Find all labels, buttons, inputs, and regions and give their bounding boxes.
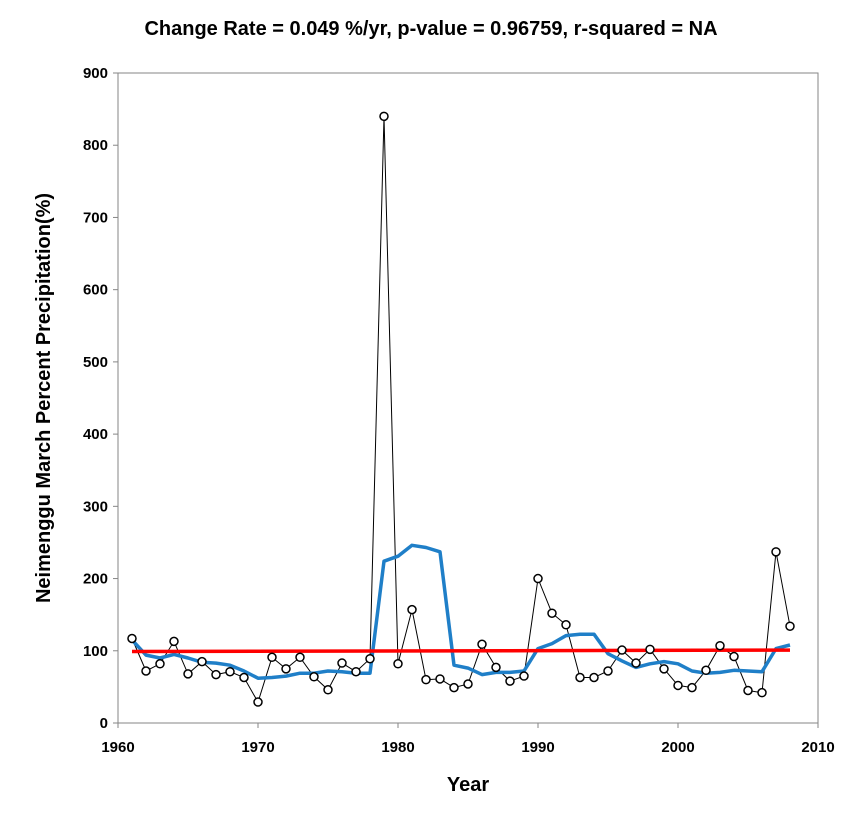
- observed-series-line: [131, 116, 791, 704]
- data-point-marker: [183, 669, 193, 679]
- y-axis-title: Neimenggu March Percent Precipitation(%): [33, 193, 55, 603]
- data-point-marker: [589, 672, 599, 683]
- data-point-marker: [393, 659, 403, 669]
- data-point-marker: [225, 666, 235, 677]
- data-point-marker: [463, 679, 473, 689]
- plot-area: 0 100 200 300 400 500 600 700 800 900 1960 1970 1980…: [83, 65, 835, 756]
- data-point-marker: [351, 666, 361, 677]
- data-point-marker: [547, 608, 557, 618]
- data-point-marker: [127, 633, 137, 644]
- data-point-marker: [505, 676, 515, 686]
- data-point-marker: [603, 666, 613, 676]
- y-tick-label: 300: [83, 498, 108, 515]
- data-point-marker: [771, 547, 781, 557]
- data-point-marker: [743, 685, 753, 696]
- x-tick-label: 2010: [801, 739, 834, 756]
- data-point-marker: [687, 682, 697, 693]
- data-point-marker: [281, 664, 291, 674]
- data-point-marker: [729, 651, 739, 662]
- data-point-marker: [197, 656, 207, 667]
- data-point-marker: [169, 636, 179, 647]
- data-point-marker: [519, 671, 529, 681]
- y-tick-label: 600: [83, 282, 108, 299]
- data-point-marker: [575, 672, 585, 683]
- data-point-marker: [757, 687, 767, 698]
- data-point-marker: [211, 669, 221, 680]
- data-point-marker: [701, 665, 711, 676]
- data-point-marker: [561, 620, 571, 630]
- data-point-marker: [141, 666, 151, 676]
- data-point-marker: [785, 621, 795, 631]
- data-point-marker: [659, 664, 669, 674]
- trend-line: [131, 648, 791, 654]
- data-point-marker: [365, 653, 375, 664]
- data-point-marker: [155, 659, 165, 669]
- data-point-marker: [491, 662, 501, 673]
- data-point-marker: [323, 685, 333, 695]
- data-point-marker: [239, 672, 249, 683]
- y-tick-label: 0: [100, 715, 108, 732]
- x-tick-label: 1960: [101, 739, 134, 756]
- data-point-marker: [617, 645, 627, 655]
- y-tick-label: 900: [83, 65, 108, 82]
- x-tick-label: 2000: [661, 739, 694, 756]
- data-point-marker: [295, 652, 305, 663]
- x-tick-label: 1970: [241, 739, 274, 756]
- data-point-marker: [253, 697, 263, 707]
- data-point-marker: [421, 674, 431, 685]
- data-point-marker: [267, 652, 277, 663]
- data-point-marker: [715, 640, 725, 651]
- chart-title: Change Rate = 0.049 %/yr, p-value = 0.96…: [144, 18, 718, 40]
- x-tick-label: 1980: [381, 739, 414, 756]
- y-tick-label: 200: [83, 571, 108, 588]
- smoothed-series-line: [130, 543, 791, 680]
- data-point-marker: [449, 682, 459, 693]
- data-point-marker: [337, 658, 347, 668]
- x-tick-label: 1990: [521, 739, 554, 756]
- data-point-marker: [533, 573, 543, 584]
- data-point-marker: [407, 604, 417, 615]
- data-point-marker: [645, 644, 655, 655]
- data-point-marker: [309, 672, 319, 682]
- data-point-marker: [673, 680, 683, 691]
- y-tick-label: 700: [83, 209, 108, 226]
- y-tick-label: 800: [83, 137, 108, 154]
- x-axis-title: Year: [447, 774, 489, 796]
- data-point-marker: [631, 658, 641, 668]
- data-point-marker: [435, 674, 445, 684]
- data-point-marker: [379, 111, 389, 122]
- y-tick-label: 400: [83, 426, 108, 443]
- plot-frame: [117, 72, 819, 724]
- y-tick-label: 500: [83, 354, 108, 371]
- y-tick-label: 100: [83, 643, 108, 660]
- data-point-marker: [477, 639, 487, 650]
